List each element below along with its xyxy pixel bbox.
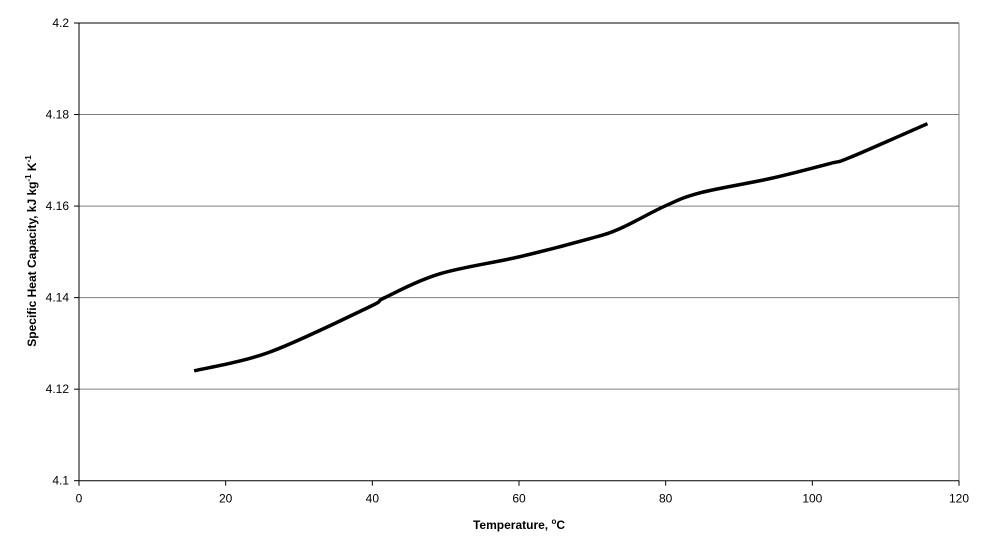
y-tick-label: 4.16: [46, 199, 70, 213]
series-line: [193, 122, 929, 373]
series: [193, 122, 929, 373]
x-tick-label: 80: [659, 492, 673, 506]
x-tick-label: 0: [76, 492, 83, 506]
y-tick-label: 4.18: [46, 108, 70, 122]
y-tick-label: 4.12: [46, 382, 70, 396]
x-tick-label: 100: [802, 492, 822, 506]
gridlines: [79, 22, 959, 390]
y-tick-label: 4.2: [52, 16, 69, 30]
x-tick-label: 120: [949, 492, 969, 506]
y-tick-label: 4.14: [46, 291, 70, 305]
x-tick-labels: 0 20 40 60 80 100 120: [76, 492, 970, 506]
x-tick-label: 60: [512, 492, 526, 506]
x-axis-label: Temperature, oC: [473, 517, 565, 532]
axes: [74, 22, 960, 486]
x-tick-label: 20: [219, 492, 233, 506]
x-tick-label: 40: [366, 492, 380, 506]
y-axis-label: Specific Heat Capacity, kJ kg-1 K-1: [24, 155, 39, 347]
y-tick-label: 4.1: [52, 474, 69, 488]
y-tick-labels: 4.1 4.12 4.14 4.16 4.18 4.2: [46, 16, 70, 488]
